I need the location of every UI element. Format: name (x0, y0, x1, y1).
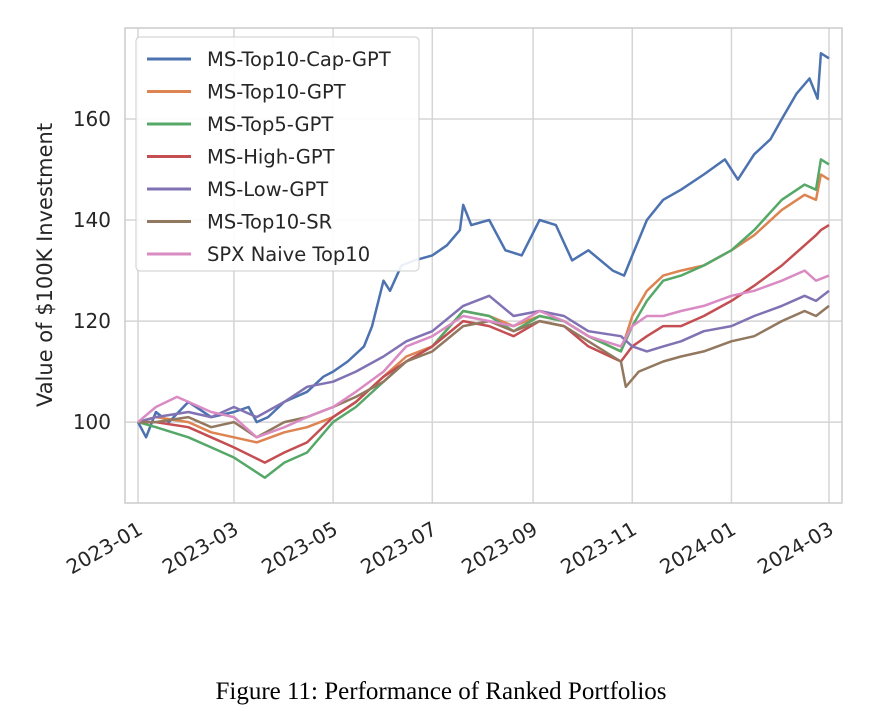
legend-label: MS-Top5-GPT (207, 113, 333, 136)
x-tick-label: 2023-03 (158, 517, 242, 580)
series-layer (136, 52, 830, 479)
plot-frame (124, 27, 843, 504)
x-tick-label: 2023-11 (556, 517, 640, 580)
performance-chart: 100 120 140 160 2023-01 2023-03 2023-05 2023-07… (33, 27, 843, 580)
x-tick-label: 2023-09 (457, 517, 541, 580)
x-tick-label: 2023-01 (62, 517, 146, 580)
legend-label: SPX Naive Top10 (207, 243, 370, 266)
y-tick-label: 120 (73, 309, 111, 333)
x-tick-label: 2024-01 (656, 517, 740, 580)
legend-label: MS-Low-GPT (207, 178, 328, 201)
legend-label: MS-Top10-Cap-GPT (207, 48, 391, 71)
series-line-2 (137, 173, 830, 444)
legend-label: MS-Top10-SR (207, 211, 332, 234)
y-tick-label: 160 (73, 107, 111, 131)
x-tick-label: 2023-07 (356, 517, 440, 580)
y-tick-label: 100 (73, 410, 111, 434)
x-tick-label: 2024-03 (753, 517, 837, 580)
legend-label: MS-High-GPT (207, 146, 335, 169)
x-tick-label: 2023-05 (257, 517, 341, 580)
series-line-3 (137, 158, 830, 479)
series-line-7 (137, 269, 830, 439)
y-axis-label: Value of $100K Investment (33, 123, 57, 407)
legend-box (135, 36, 420, 272)
legend-label: MS-Top10-GPT (207, 81, 346, 104)
legend: MS-Top10-Cap-GPT MS-Top10-GPT MS-Top5-GPT M… (135, 36, 420, 272)
series-line-4 (138, 224, 830, 464)
series-line-5 (137, 289, 830, 424)
y-tick-label: 140 (73, 208, 111, 232)
figure-caption: Figure 11: Performance of Ranked Portfol… (215, 678, 667, 705)
series-line-1 (136, 52, 830, 439)
